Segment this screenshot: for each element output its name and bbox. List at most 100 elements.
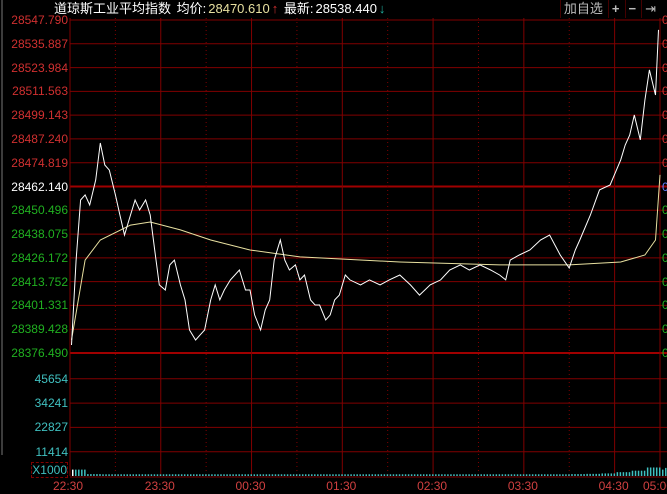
volume-bar (274, 474, 277, 476)
volume-bar (474, 474, 476, 476)
volume-bar (129, 474, 131, 476)
percent-tick-label: 0 (662, 84, 667, 99)
volume-bar (208, 474, 210, 476)
volume-bar (180, 474, 183, 476)
volume-bar (108, 474, 110, 476)
volume-bar (658, 467, 661, 476)
volume-bar (456, 474, 458, 476)
volume-bar (241, 474, 243, 476)
avg-value: 28470.610 (208, 1, 270, 16)
last-label: 最新: (283, 1, 314, 16)
volume-bar (459, 474, 461, 476)
jump-end-icon[interactable]: ⇥ (641, 0, 659, 18)
volume-bar (326, 474, 328, 476)
time-tick-label: 23:30 (144, 479, 175, 493)
price-tick-label: 28499.143 (11, 108, 68, 123)
volume-bar (72, 469, 74, 476)
volume-bar (553, 474, 555, 476)
volume-bar (516, 474, 519, 476)
volume-bar (344, 474, 346, 476)
volume-bar (217, 474, 219, 476)
volume-bar (447, 474, 449, 476)
volume-bar (631, 470, 634, 476)
price-line (71, 29, 659, 346)
index-title: 道琼斯工业平均指数 (54, 1, 172, 16)
volume-bar (374, 474, 377, 476)
volume-bar (226, 474, 228, 476)
volume-bar (407, 474, 410, 476)
percent-tick-label: 0 (662, 346, 667, 360)
volume-bar (444, 474, 446, 476)
volume-bar (592, 473, 594, 476)
volume-bar (489, 474, 492, 476)
volume-tick-label: 11414 (35, 444, 68, 459)
volume-bar (562, 474, 564, 476)
volume-bar (628, 472, 631, 476)
volume-bar (144, 474, 147, 476)
volume-bar (359, 474, 361, 476)
volume-bar (123, 474, 125, 476)
volume-bar (622, 472, 625, 476)
volume-bar (577, 474, 579, 476)
volume-bar (174, 474, 177, 476)
volume-bar (168, 474, 171, 476)
volume-bar (528, 474, 531, 476)
volume-bar (232, 474, 234, 476)
price-tick-label: 28523.984 (11, 60, 68, 75)
volume-bar (138, 474, 141, 476)
time-tick-label: 22:30 (53, 479, 84, 493)
volume-bar (159, 474, 162, 476)
volume-bar (380, 474, 383, 476)
time-tick-label: 02:30 (417, 479, 448, 493)
price-tick-label: 28426.172 (11, 250, 68, 265)
volume-bar (438, 474, 440, 476)
volume-bar (655, 467, 658, 476)
volume-bar (389, 474, 392, 476)
volume-bar (317, 474, 319, 476)
volume-bar (362, 474, 364, 476)
chart-header: 道琼斯工业平均指数 均价: 28470.610 ↑ 最新: 28538.440 ↓ 加自… (54, 0, 667, 18)
volume-bar (450, 474, 452, 476)
volume-bar (634, 470, 637, 476)
volume-bar (298, 474, 301, 476)
volume-bar (350, 474, 352, 476)
volume-bar (265, 474, 268, 476)
price-tick-label: 28438.075 (11, 227, 68, 242)
volume-bar (441, 474, 443, 476)
percent-tick-label: 0 (662, 227, 667, 242)
volume-bar (583, 474, 585, 476)
volume-bar (429, 474, 431, 476)
price-tick-label: 28413.752 (11, 274, 68, 289)
zoom-out-icon[interactable]: − (624, 0, 640, 18)
zoom-in-icon[interactable]: + (607, 0, 623, 18)
volume-bar (190, 474, 192, 476)
volume-bar (205, 474, 207, 476)
volume-bar (565, 474, 567, 476)
volume-bar (301, 474, 304, 476)
volume-bar (392, 474, 395, 476)
volume-bar (395, 474, 398, 476)
volume-bar (371, 474, 374, 476)
percent-tick-label: 0 (662, 250, 667, 265)
volume-bar (435, 474, 437, 476)
volume-bar (513, 474, 516, 476)
volume-bar (537, 474, 540, 476)
price-tick-label: 28450.496 (11, 203, 68, 218)
volume-bar (574, 474, 576, 476)
add-watchlist-button[interactable]: 加自选 (559, 0, 606, 18)
volume-bar (335, 474, 337, 476)
volume-bar (510, 474, 513, 476)
volume-bar (401, 474, 404, 476)
percent-tick-label: 0 (662, 60, 667, 75)
volume-bar (492, 474, 495, 476)
volume-bar (304, 474, 307, 476)
volume-bar (356, 474, 358, 476)
volume-bar (365, 474, 367, 476)
volume-bar (99, 474, 101, 476)
time-tick-label: 01:30 (326, 479, 357, 493)
volume-bar (268, 474, 271, 476)
volume-bar (135, 474, 138, 476)
percent-tick-label: 0 (662, 155, 667, 170)
volume-bar (329, 474, 331, 476)
